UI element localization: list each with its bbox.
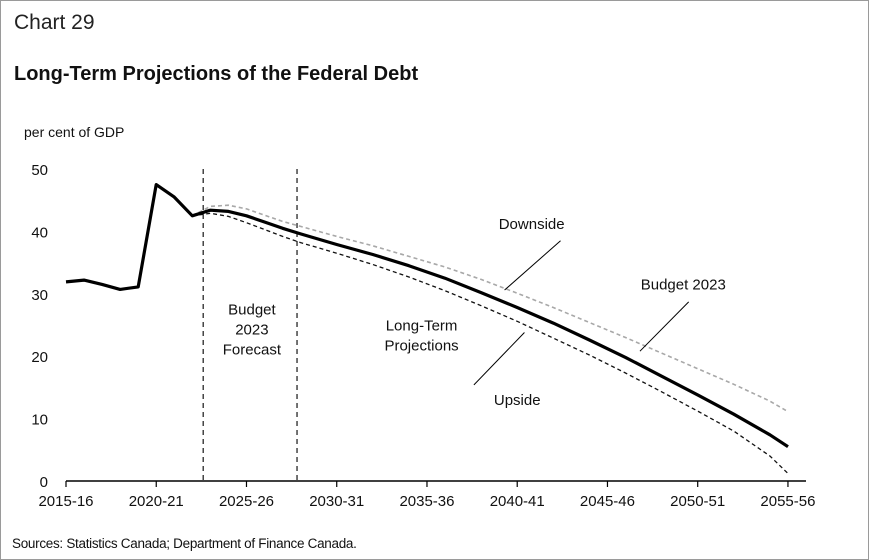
annotation-pointer xyxy=(639,301,690,352)
annotation-label: Budget 2023 xyxy=(641,276,726,293)
x-tick-label: 2045-46 xyxy=(580,493,635,510)
period-label: Budget xyxy=(228,301,276,318)
annotation-pointer xyxy=(504,240,561,291)
series-line-budget-2023 xyxy=(65,183,789,449)
x-tick-label: 2020-21 xyxy=(129,493,184,510)
source-note: Sources: Statistics Canada; Department o… xyxy=(12,536,357,551)
annotation-label: Upside xyxy=(494,392,541,409)
series-layer xyxy=(65,183,789,474)
x-tick-label: 2055-56 xyxy=(760,493,815,510)
period-label: Long-Term xyxy=(386,318,458,335)
axes: 0 10 20 30 40 50 2015-16 2020-21 2025-26 2030-31 2… xyxy=(31,162,815,510)
annotation-label: Downside xyxy=(499,216,565,233)
x-tick-label: 2025-26 xyxy=(219,493,274,510)
annotations: Downside Budget 2023 Upside xyxy=(473,216,726,409)
y-tick-label: 20 xyxy=(31,349,48,366)
y-axis-label: per cent of GDP xyxy=(24,124,124,140)
chart-title: Long-Term Projections of the Federal Deb… xyxy=(14,63,419,85)
chart-number: Chart 29 xyxy=(14,11,95,34)
period-label: Projections xyxy=(384,338,458,355)
x-tick-label: 2030-31 xyxy=(309,493,364,510)
annotation-pointer xyxy=(473,332,525,386)
y-tick-label: 0 xyxy=(40,474,48,491)
y-tick-label: 30 xyxy=(31,287,48,304)
x-tick-label: 2035-36 xyxy=(399,493,454,510)
x-tick-label: 2015-16 xyxy=(38,493,93,510)
y-tick-label: 10 xyxy=(31,412,48,429)
period-label: Forecast xyxy=(223,341,282,358)
series-line-downside xyxy=(191,204,789,413)
y-tick-label: 40 xyxy=(31,224,48,241)
y-tick-label: 50 xyxy=(31,162,48,179)
x-tick-label: 2050-51 xyxy=(670,493,725,510)
period-dividers: Budget 2023 Forecast Long-Term Projections xyxy=(202,169,459,481)
series-line-upside xyxy=(192,212,789,474)
period-label: 2023 xyxy=(235,321,268,338)
x-tick-label: 2040-41 xyxy=(490,493,545,510)
